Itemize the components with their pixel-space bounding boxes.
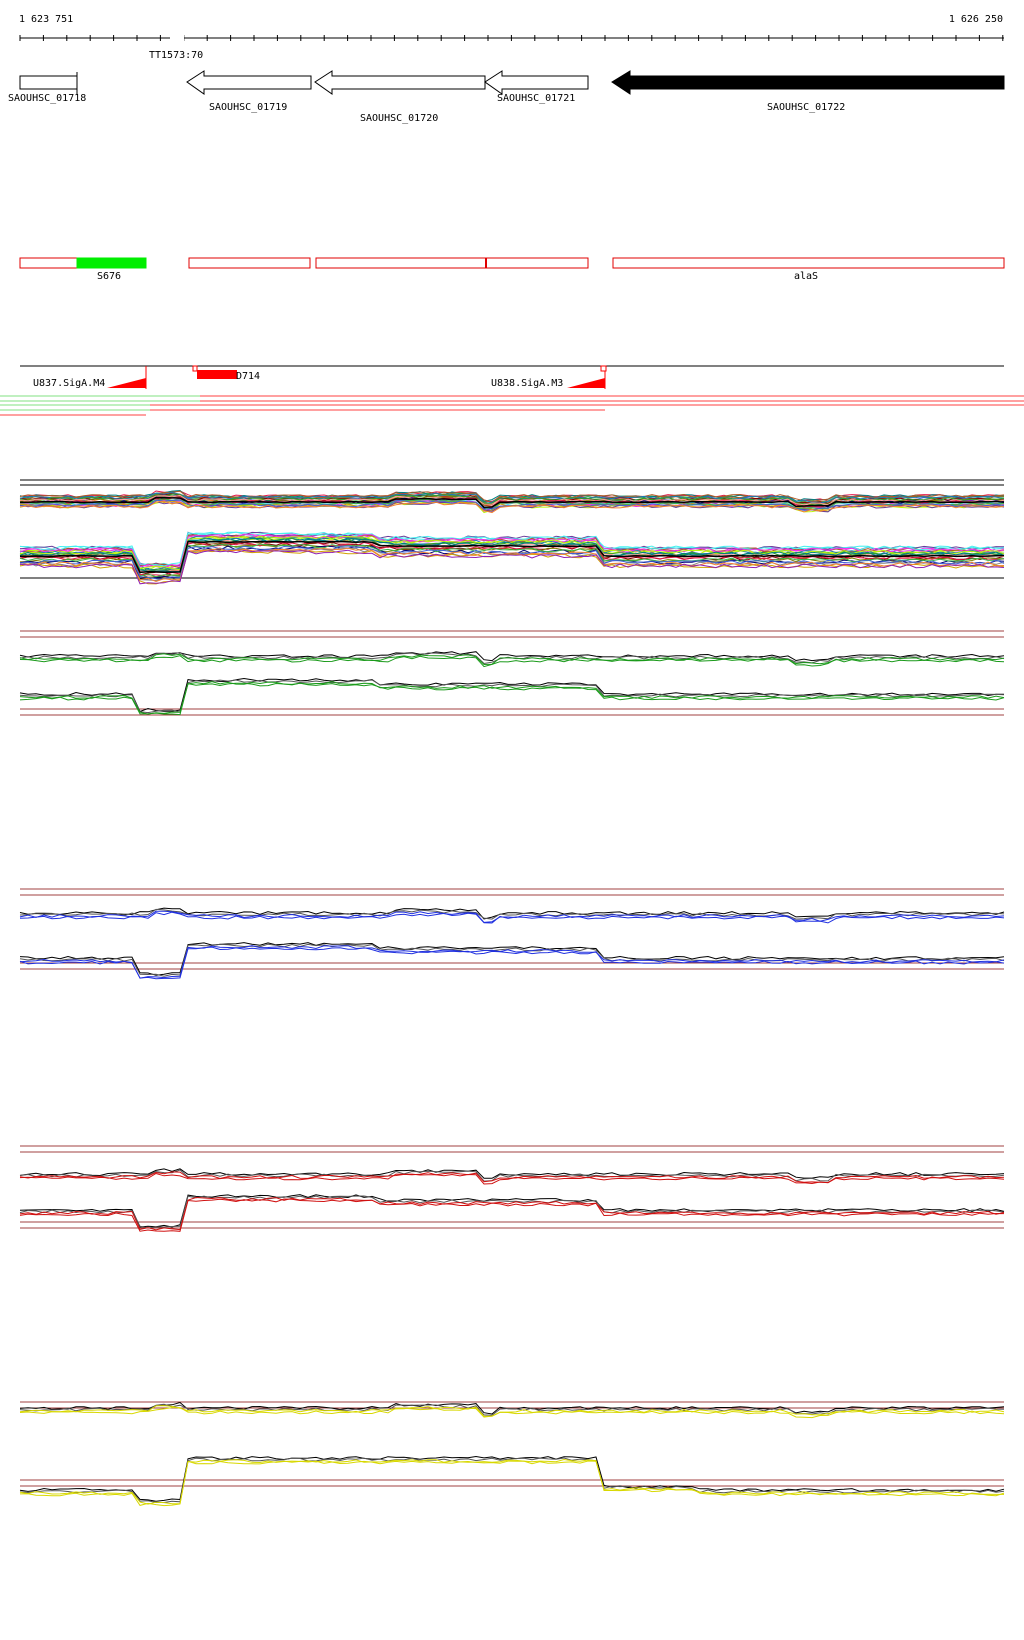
lower-profile-line (19, 543, 1005, 578)
segment-box[interactable] (612, 257, 1005, 269)
upper-profile-line (19, 908, 1005, 920)
upper-profile-line (19, 1172, 1005, 1185)
gene-arrow-reverse[interactable] (314, 70, 486, 95)
lower-profile-line (19, 549, 1005, 585)
expression-panel-all (19, 479, 1005, 585)
gene-SAOUHSC_01722[interactable]: SAOUHSC_01722 (611, 70, 1005, 113)
segment-box[interactable] (188, 257, 311, 269)
ruler-end-label: 1 626 250 (949, 14, 1003, 25)
ruler-gap (170, 30, 184, 44)
segment-box[interactable] (19, 257, 78, 269)
promoter-ramp[interactable] (107, 378, 146, 388)
segment-label-s676: S676 (97, 271, 121, 282)
lower-profile-line (19, 677, 1005, 713)
gene-label: SAOUHSC_01720 (360, 113, 438, 124)
lower-profile-line (19, 942, 1005, 976)
gene-SAOUHSC_01721[interactable]: SAOUHSC_01721 (484, 70, 589, 104)
lower-profile-line (19, 682, 1005, 716)
coordinate-ruler: 1 623 751 1 626 250 TT1573:70 (19, 14, 1004, 61)
segment-box-highlight[interactable] (76, 257, 147, 269)
upper-profile-line (19, 1407, 1005, 1419)
gene-SAOUHSC_01720[interactable]: SAOUHSC_01720 (314, 70, 486, 124)
terminator-label: TT1573:70 (149, 50, 203, 61)
promoter-label-u838: U838.SigA.M3 (491, 378, 563, 389)
gene-arrow-reverse-filled[interactable] (611, 70, 1005, 95)
lower-profile-line (19, 534, 1005, 569)
lower-profile-line (19, 1196, 1005, 1231)
ruler-ticks (19, 35, 1004, 41)
expression-panel-blue (19, 888, 1005, 980)
gene-SAOUHSC_01719[interactable]: SAOUHSC_01719 (186, 70, 312, 113)
lower-profile-line (19, 533, 1005, 568)
gene-track: SAOUHSC_01718 SAOUHSC_01719 SAOUHSC_0172… (8, 70, 1005, 124)
lower-profile-line (19, 943, 1005, 977)
segment-box[interactable] (485, 257, 589, 269)
upper-profile-line (19, 655, 1005, 668)
gene-label: SAOUHSC_01721 (497, 93, 575, 104)
expression-panel-green (19, 630, 1005, 716)
gene-label: SAOUHSC_01718 (8, 93, 86, 104)
promoter-block-d714[interactable] (197, 370, 237, 379)
upper-profile-line (19, 911, 1005, 924)
upper-profile-line (19, 653, 1005, 666)
segment-track: S676 alaS (19, 257, 1005, 282)
upper-profile-line (19, 1171, 1005, 1184)
upper-profile-line (19, 490, 1005, 503)
upper-profile-line (19, 493, 1005, 505)
upper-profile-line (19, 500, 1005, 514)
lower-profile-line (19, 1458, 1004, 1505)
upper-profile-line (19, 491, 1005, 505)
upper-profile-mean (20, 496, 1005, 509)
promoter-tick (600, 365, 607, 372)
lower-profile-line (19, 1195, 1005, 1229)
expression-panel-yellow (19, 1401, 1005, 1507)
lower-profile-line (19, 1455, 1005, 1502)
upper-profile-line (19, 1403, 1005, 1416)
ruler-start-label: 1 623 751 (19, 14, 73, 25)
lower-profile-line (19, 1198, 1005, 1232)
lower-profile-mean (19, 540, 1005, 574)
gene-arrow-reverse[interactable] (186, 70, 312, 95)
gene-SAOUHSC_01718[interactable]: SAOUHSC_01718 (8, 72, 86, 104)
segment-box[interactable] (315, 257, 487, 269)
expression-panel-red (19, 1145, 1005, 1232)
gene-arrow-forward[interactable] (19, 75, 78, 90)
expression-panels (19, 479, 1005, 1507)
gene-label: SAOUHSC_01719 (209, 102, 287, 113)
promoter-track: U837.SigA.M4 D714 U838.SigA.M3 (0, 365, 1024, 416)
upper-profile-line (19, 1169, 1005, 1182)
lower-profile-line (19, 946, 1005, 980)
promoter-label-u837: U837.SigA.M4 (33, 378, 105, 389)
gene-arrow-reverse[interactable] (484, 70, 589, 95)
promoter-ramp[interactable] (567, 378, 605, 388)
upper-profile-line (19, 651, 1005, 662)
lower-profile-line (19, 1460, 1005, 1507)
promoter-label-d714: D714 (236, 371, 260, 382)
promoter-tick (192, 365, 198, 372)
segment-label-alas: alaS (794, 271, 818, 282)
gene-label: SAOUHSC_01722 (767, 102, 845, 113)
